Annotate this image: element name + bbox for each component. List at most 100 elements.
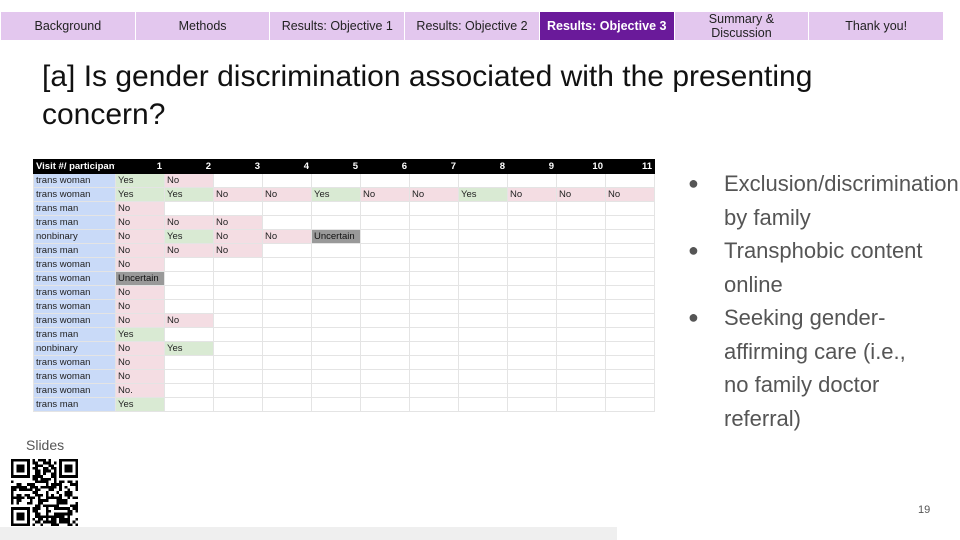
empty-cell <box>458 355 508 370</box>
bullet-dot-icon: ● <box>688 173 699 193</box>
empty-cell <box>311 215 361 230</box>
participant-cell: trans woman <box>33 271 116 286</box>
empty-cell <box>507 257 557 272</box>
response-cell: No <box>213 229 263 244</box>
empty-cell <box>262 355 312 370</box>
empty-cell <box>409 327 459 342</box>
tab-background[interactable]: Background <box>1 12 136 40</box>
empty-cell <box>213 369 263 384</box>
empty-cell <box>507 355 557 370</box>
empty-cell <box>262 369 312 384</box>
empty-cell <box>164 355 214 370</box>
sheet-header-visit: 6 <box>360 159 410 174</box>
empty-cell <box>213 285 263 300</box>
empty-cell <box>360 299 410 314</box>
tab-methods[interactable]: Methods <box>135 12 271 40</box>
response-cell: Yes <box>115 397 165 412</box>
table-row: trans woman No <box>33 257 655 272</box>
empty-cell <box>360 215 410 230</box>
qr-code-icon[interactable] <box>11 459 78 526</box>
participant-cell: trans woman <box>33 187 116 202</box>
table-row: trans man Yes <box>33 327 655 342</box>
empty-cell <box>507 341 557 356</box>
empty-cell <box>556 285 606 300</box>
empty-cell <box>605 397 655 412</box>
empty-cell <box>556 243 606 258</box>
response-cell: No <box>213 187 263 202</box>
empty-cell <box>556 229 606 244</box>
empty-cell <box>164 201 214 216</box>
tab-results-objective-1[interactable]: Results: Objective 1 <box>270 12 406 40</box>
empty-cell <box>556 299 606 314</box>
empty-cell <box>458 271 508 286</box>
empty-cell <box>409 355 459 370</box>
response-cell: Yes <box>115 187 165 202</box>
empty-cell <box>605 201 655 216</box>
table-row: trans woman Uncertain <box>33 271 655 286</box>
response-cell: No <box>115 355 165 370</box>
empty-cell <box>213 173 263 188</box>
table-row: trans woman No No <box>33 313 655 328</box>
empty-cell <box>311 243 361 258</box>
empty-cell <box>262 173 312 188</box>
empty-cell <box>360 257 410 272</box>
table-row: trans man No No No <box>33 243 655 258</box>
empty-cell <box>605 355 655 370</box>
sheet-header-visit: 4 <box>262 159 312 174</box>
tab-thank-you[interactable]: Thank you! <box>809 12 944 40</box>
tab-summary-discussion[interactable]: Summary & Discussion <box>674 12 810 40</box>
empty-cell <box>556 327 606 342</box>
response-cell: No <box>115 285 165 300</box>
empty-cell <box>311 201 361 216</box>
participant-cell: trans man <box>33 201 116 216</box>
table-row: nonbinary No Yes No No Uncertain <box>33 229 655 244</box>
empty-cell <box>409 397 459 412</box>
empty-cell <box>409 383 459 398</box>
empty-cell <box>360 229 410 244</box>
empty-cell <box>360 369 410 384</box>
empty-cell <box>360 313 410 328</box>
empty-cell <box>311 369 361 384</box>
empty-cell <box>262 313 312 328</box>
empty-cell <box>360 243 410 258</box>
empty-cell <box>262 271 312 286</box>
participant-cell: trans man <box>33 215 116 230</box>
table-row: trans woman No <box>33 299 655 314</box>
empty-cell <box>262 397 312 412</box>
empty-cell <box>311 285 361 300</box>
empty-cell <box>409 173 459 188</box>
empty-cell <box>213 313 263 328</box>
slides-label: Slides <box>26 437 65 453</box>
empty-cell <box>311 355 361 370</box>
empty-cell <box>458 299 508 314</box>
tab-results-objective-3[interactable]: Results: Objective 3 <box>539 12 675 40</box>
tab-results-objective-2[interactable]: Results: Objective 2 <box>405 12 540 40</box>
sheet-header-participant: Visit #/ participant <box>33 159 116 174</box>
empty-cell <box>507 229 557 244</box>
table-row: trans woman No <box>33 369 655 384</box>
response-cell: No <box>115 313 165 328</box>
sheet-header-row: Visit #/ participant 1 2 3 4 5 6 7 8 9 10 11 <box>33 159 655 174</box>
empty-cell <box>507 397 557 412</box>
empty-cell <box>507 383 557 398</box>
response-cell: Uncertain <box>311 229 361 244</box>
bullet-item: ● Seeking gender-affirming care (i.e., no… <box>688 301 928 435</box>
response-cell: Yes <box>458 187 508 202</box>
sheet-header-visit: 11 <box>605 159 655 174</box>
sheet-header-visit: 1 <box>115 159 165 174</box>
empty-cell <box>605 299 655 314</box>
table-row: trans woman No <box>33 355 655 370</box>
empty-cell <box>262 341 312 356</box>
empty-cell <box>213 257 263 272</box>
response-cell: No <box>164 243 214 258</box>
empty-cell <box>605 369 655 384</box>
sheet-header-visit: 3 <box>213 159 263 174</box>
empty-cell <box>311 397 361 412</box>
empty-cell <box>409 285 459 300</box>
empty-cell <box>458 229 508 244</box>
empty-cell <box>458 313 508 328</box>
empty-cell <box>556 355 606 370</box>
participant-cell: trans man <box>33 397 116 412</box>
empty-cell <box>409 313 459 328</box>
table-row: trans woman No <box>33 285 655 300</box>
